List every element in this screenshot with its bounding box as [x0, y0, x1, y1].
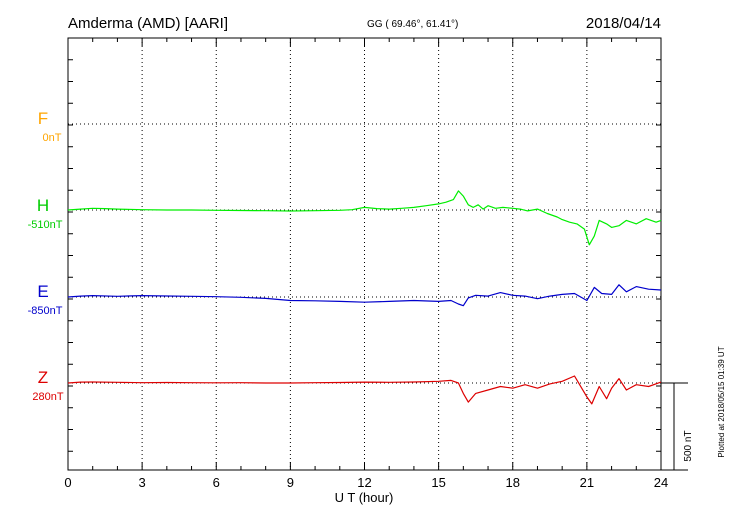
- x-tick-label-21: 21: [580, 475, 594, 490]
- label-F: F: [38, 109, 48, 128]
- axis-ticks: [67, 37, 662, 470]
- x-tick-label-0: 0: [64, 475, 71, 490]
- x-tick-label-9: 9: [287, 475, 294, 490]
- trace-E: [67, 284, 662, 307]
- x-tick-label-15: 15: [431, 475, 445, 490]
- x-tick-label-6: 6: [213, 475, 220, 490]
- scale-bar-label: 500 nT: [683, 430, 694, 461]
- baseline-Z: 280nT: [32, 391, 63, 403]
- label-H: H: [37, 196, 49, 215]
- label-Z: Z: [38, 368, 48, 387]
- baseline-H: -510nT: [28, 219, 63, 231]
- trace-Z: [67, 375, 662, 405]
- label-E: E: [37, 282, 48, 301]
- trace-H: [67, 190, 662, 246]
- x-tick-label-3: 3: [139, 475, 146, 490]
- x-tick-label-18: 18: [506, 475, 520, 490]
- plotted-at-note: Plotted at 2018/05/15 01:39 UT: [717, 346, 726, 457]
- component-traces: [67, 190, 662, 405]
- baseline-F: 0nT: [43, 132, 62, 144]
- x-tick-label-24: 24: [654, 475, 668, 490]
- date-label: 2018/04/14: [586, 15, 661, 32]
- x-axis-title: U T (hour): [335, 490, 394, 505]
- grid-lines: [68, 38, 661, 470]
- coordinates-label: GG ( 69.46°, 61.41°): [367, 19, 458, 30]
- x-tick-labels: 0 3 6 9 12 15 18 21 24: [64, 475, 668, 490]
- scale-bar: 500 nT: [661, 382, 694, 471]
- x-tick-label-12: 12: [357, 475, 371, 490]
- station-title: Amderma (AMD) [AARI]: [68, 15, 228, 32]
- baseline-E: -850nT: [28, 305, 63, 317]
